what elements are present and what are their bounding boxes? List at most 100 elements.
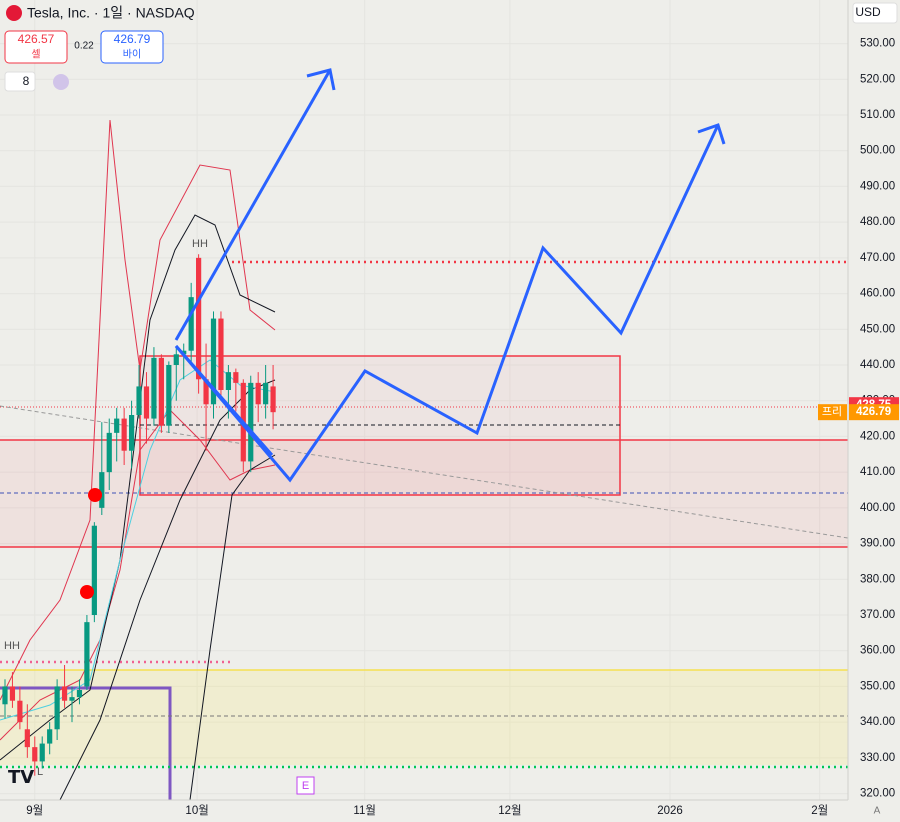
x-tick-label: 2월 <box>811 804 828 817</box>
candle-body <box>32 747 38 762</box>
y-tick-label: 380.00 <box>860 573 895 585</box>
currency[interactable]: USD <box>855 5 881 19</box>
indicator-count[interactable]: 8 <box>23 74 30 88</box>
candle-body <box>106 432 112 473</box>
ma-line <box>189 454 276 801</box>
sell-button[interactable] <box>4 30 68 64</box>
earnings-box[interactable] <box>296 776 315 795</box>
buy-label[interactable]: 바이 <box>123 49 141 61</box>
y-tick-label: 340.00 <box>860 716 895 728</box>
sync-icon[interactable] <box>53 74 69 90</box>
time-axis <box>0 800 900 822</box>
candle-body <box>143 386 150 419</box>
grid <box>0 0 848 800</box>
x-tick-label: 10월 <box>185 804 208 817</box>
y-tick-label: 520.00 <box>860 73 895 85</box>
earnings-label[interactable]: E <box>302 780 309 792</box>
y-tick-label: 400.00 <box>860 502 895 514</box>
candle-body <box>233 372 239 383</box>
projection-path <box>174 124 720 483</box>
price-tag-label: 426.79 <box>856 406 891 418</box>
y-tick-label: 320.00 <box>860 788 895 800</box>
candle-body <box>158 357 164 426</box>
candle-body <box>9 686 16 701</box>
candle-body <box>173 354 179 365</box>
y-tick-label: 420.00 <box>860 430 895 442</box>
trend-line <box>0 405 849 539</box>
axes: 530.00 520.00 510.00 500.00 490.00 480.00 470.… <box>26 38 899 817</box>
candle-body <box>218 318 224 390</box>
auto-scale[interactable]: A <box>874 806 881 817</box>
y-tick-label: 330.00 <box>860 752 895 764</box>
x-tick-label: 2026 <box>657 805 683 817</box>
candle-body <box>128 415 135 451</box>
candle-body <box>47 729 53 744</box>
buy-button[interactable] <box>100 30 164 64</box>
y-tick-label: 350.00 <box>860 680 895 692</box>
y-tick-label: 370.00 <box>860 609 895 621</box>
candle-body <box>2 686 8 705</box>
session-label: 프리 <box>822 405 842 418</box>
tv-logo: 𝗧𝗩 <box>8 767 34 787</box>
candle-body <box>24 729 30 748</box>
candle-body <box>84 622 90 687</box>
candle-body <box>114 418 120 433</box>
candle-body <box>196 257 202 380</box>
arrow-head <box>697 123 726 145</box>
candle-body <box>136 386 142 415</box>
candle-body <box>188 297 194 351</box>
x-tick-label: 9월 <box>26 804 43 817</box>
logo <box>6 5 22 21</box>
projection-path <box>174 69 332 341</box>
candle-body <box>151 357 157 419</box>
ma-line <box>0 214 276 761</box>
candle-body <box>17 700 23 723</box>
signal-dot <box>88 488 102 502</box>
x-tick-label: 12월 <box>498 804 521 817</box>
y-tick-label: 450.00 <box>860 323 895 335</box>
buy-price[interactable]: 426.79 <box>114 32 151 46</box>
price-tag <box>849 404 899 421</box>
y-tick-label: 530.00 <box>860 38 895 50</box>
candle-body <box>54 686 60 730</box>
band-upper <box>0 119 276 701</box>
candle-body <box>248 382 254 462</box>
candle-body <box>121 418 127 451</box>
candle-body <box>225 372 232 390</box>
y-tick-label: 500.00 <box>860 145 895 157</box>
x-tick-label: 11월 <box>353 804 376 817</box>
indicators-toggle[interactable] <box>4 71 36 92</box>
candle-body <box>76 690 83 698</box>
y-tick-label: 510.00 <box>860 109 895 121</box>
sell-label[interactable]: 셀 <box>31 49 40 61</box>
candle-body <box>270 386 276 413</box>
pivot-label: HH <box>4 640 20 652</box>
pivot-label: L <box>37 766 43 778</box>
candle-body <box>69 697 75 701</box>
candle-body <box>210 318 217 405</box>
candle-body <box>99 472 105 508</box>
y-tick-label: 470.00 <box>860 252 895 264</box>
candle-body <box>91 525 97 615</box>
demand-zone <box>0 670 848 765</box>
symbol-title[interactable]: Tesla, Inc. · 1일 · NASDAQ <box>27 5 195 21</box>
y-tick-label: 480.00 <box>860 216 895 228</box>
pivot-label: HH <box>192 238 208 250</box>
candle-body <box>255 382 261 405</box>
y-tick-label: 460.00 <box>860 288 895 300</box>
y-tick-label: 490.00 <box>860 180 895 192</box>
y-tick-label: 410.00 <box>860 466 895 478</box>
sell-price[interactable]: 426.57 <box>18 32 55 46</box>
y-tick-label: 440.00 <box>860 359 895 371</box>
candle-body <box>263 382 269 405</box>
y-tick-label: 390.00 <box>860 538 895 550</box>
currency-button[interactable] <box>852 2 898 24</box>
projection-path <box>174 345 274 456</box>
candle-body <box>61 686 68 701</box>
signal-dot <box>80 585 94 599</box>
spread: 0.22 <box>74 41 94 52</box>
y-tick-label: 360.00 <box>860 645 895 657</box>
candle-body <box>166 365 172 426</box>
